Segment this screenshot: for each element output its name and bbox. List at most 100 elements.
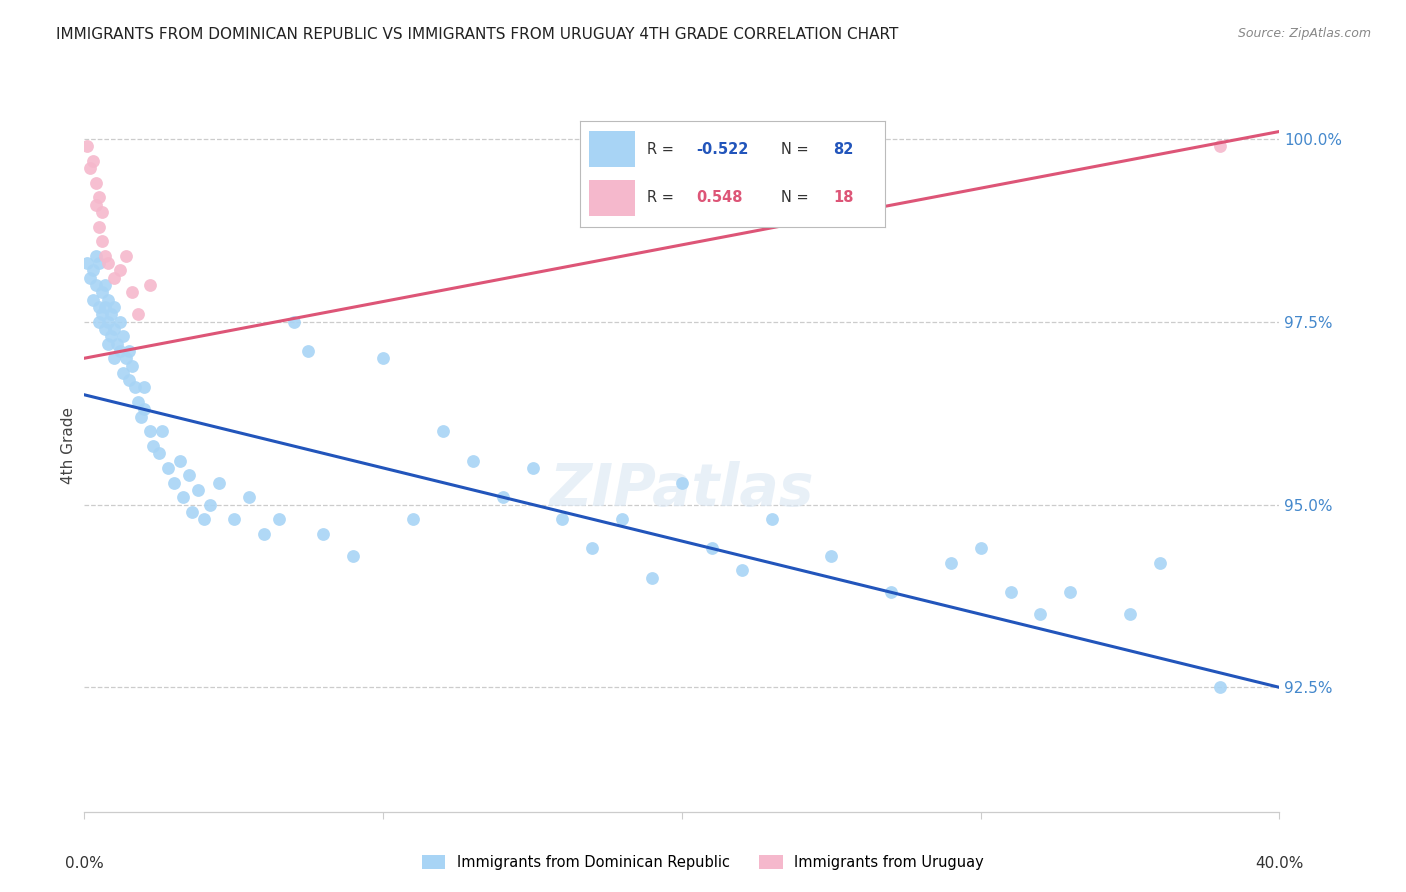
Text: IMMIGRANTS FROM DOMINICAN REPUBLIC VS IMMIGRANTS FROM URUGUAY 4TH GRADE CORRELAT: IMMIGRANTS FROM DOMINICAN REPUBLIC VS IM…	[56, 27, 898, 42]
Point	[181, 505, 204, 519]
Point	[89, 256, 111, 270]
Text: 0.0%: 0.0%	[65, 855, 104, 871]
Point	[121, 359, 143, 373]
Point	[91, 234, 114, 248]
Point	[110, 343, 132, 358]
Text: ZIPatlas: ZIPatlas	[550, 461, 814, 518]
Point	[1209, 681, 1232, 695]
Text: 40.0%: 40.0%	[1256, 855, 1303, 871]
Point	[86, 278, 108, 293]
Point	[1119, 607, 1142, 622]
Point	[127, 307, 149, 321]
Text: Source: ZipAtlas.com: Source: ZipAtlas.com	[1237, 27, 1371, 40]
Point	[163, 475, 186, 490]
Point	[103, 351, 125, 366]
Point	[97, 336, 120, 351]
Point	[373, 351, 395, 366]
Point	[110, 315, 132, 329]
Point	[880, 585, 903, 599]
Point	[208, 475, 231, 490]
Point	[267, 512, 290, 526]
Point	[76, 256, 98, 270]
Point	[177, 468, 200, 483]
Point	[94, 300, 117, 314]
Point	[112, 366, 135, 380]
Point	[115, 351, 138, 366]
Point	[124, 380, 146, 394]
Point	[94, 278, 117, 293]
Point	[1000, 585, 1022, 599]
Point	[522, 461, 544, 475]
Point	[198, 498, 221, 512]
Point	[115, 249, 138, 263]
Point	[139, 425, 162, 439]
Point	[187, 483, 209, 497]
Point	[1059, 585, 1081, 599]
Point	[432, 425, 454, 439]
Point	[94, 249, 117, 263]
Point	[820, 549, 842, 563]
Point	[91, 307, 114, 321]
Point	[612, 512, 634, 526]
Point	[150, 425, 173, 439]
Point	[970, 541, 993, 556]
Point	[91, 205, 114, 219]
Point	[492, 490, 515, 504]
Point	[238, 490, 260, 504]
Point	[79, 161, 101, 175]
Point	[103, 300, 125, 314]
Point	[82, 263, 104, 277]
Point	[142, 439, 165, 453]
Point	[731, 563, 754, 577]
Point	[89, 219, 111, 234]
Point	[127, 395, 149, 409]
Point	[193, 512, 215, 526]
Point	[100, 329, 122, 343]
Point	[94, 322, 117, 336]
Point	[97, 293, 120, 307]
Legend: Immigrants from Dominican Republic, Immigrants from Uruguay: Immigrants from Dominican Republic, Immi…	[416, 849, 990, 876]
Point	[82, 293, 104, 307]
Point	[121, 285, 143, 300]
Point	[461, 453, 484, 467]
Point	[312, 526, 335, 541]
Point	[100, 307, 122, 321]
Y-axis label: 4th Grade: 4th Grade	[60, 408, 76, 484]
Point	[148, 446, 170, 460]
Point	[132, 380, 156, 394]
Point	[169, 453, 191, 467]
Point	[139, 278, 162, 293]
Point	[89, 315, 111, 329]
Point	[86, 197, 108, 211]
Point	[76, 139, 98, 153]
Point	[700, 541, 723, 556]
Point	[82, 153, 104, 168]
Point	[118, 343, 141, 358]
Point	[939, 556, 962, 570]
Point	[129, 409, 152, 424]
Point	[157, 461, 180, 475]
Point	[342, 549, 364, 563]
Point	[110, 263, 132, 277]
Point	[105, 336, 128, 351]
Point	[86, 249, 108, 263]
Point	[761, 512, 783, 526]
Point	[89, 190, 111, 204]
Point	[283, 315, 305, 329]
Point	[103, 322, 125, 336]
Point	[1149, 556, 1171, 570]
Point	[89, 300, 111, 314]
Point	[1209, 139, 1232, 153]
Point	[297, 343, 319, 358]
Point	[97, 315, 120, 329]
Point	[222, 512, 245, 526]
Point	[551, 512, 574, 526]
Point	[97, 256, 120, 270]
Point	[118, 373, 141, 387]
Point	[172, 490, 194, 504]
Point	[103, 270, 125, 285]
Point	[1029, 607, 1052, 622]
Point	[91, 285, 114, 300]
Point	[253, 526, 276, 541]
Point	[132, 402, 156, 417]
